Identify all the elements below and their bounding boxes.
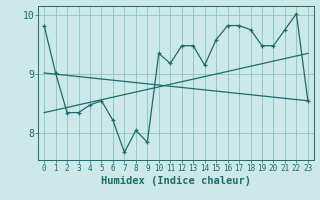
- X-axis label: Humidex (Indice chaleur): Humidex (Indice chaleur): [101, 176, 251, 186]
